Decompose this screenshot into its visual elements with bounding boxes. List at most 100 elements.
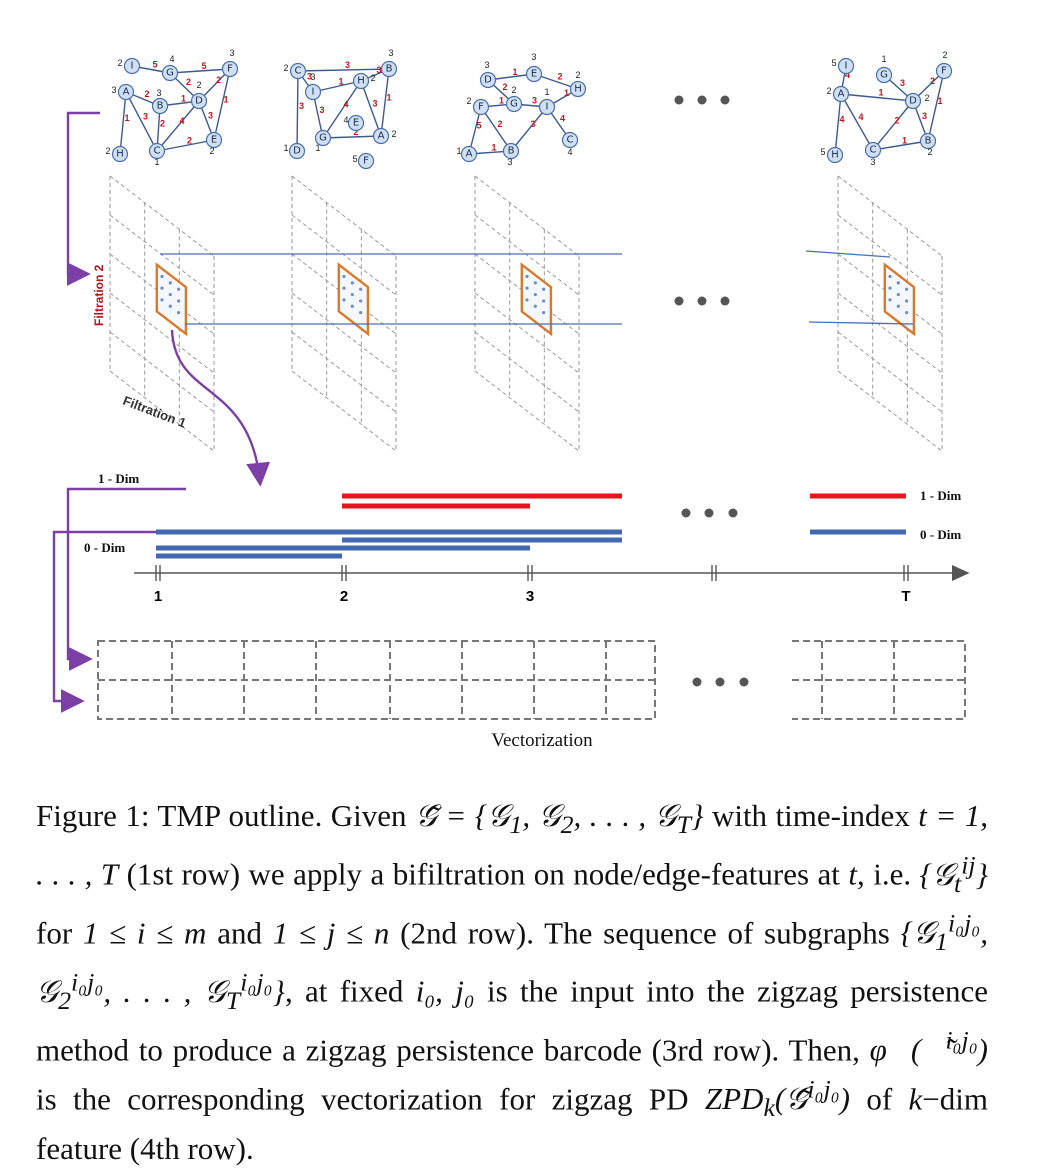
node-weight: 2 — [466, 96, 471, 106]
edge-weight: 1 — [499, 96, 504, 106]
arrow-dim0-to-vector — [52, 530, 160, 713]
edge-weight: 5 — [201, 61, 206, 71]
graph-node: H — [111, 145, 129, 163]
graph-edge — [380, 68, 390, 137]
edge-weight: 2 — [930, 76, 935, 86]
edge-weight: 1 — [902, 136, 907, 146]
svg-text:E: E — [211, 135, 217, 146]
bifiltration-grid — [109, 175, 215, 452]
selected-subgraph-cell — [155, 262, 188, 337]
node-weight: 2 — [283, 63, 288, 73]
svg-text:B: B — [925, 136, 932, 147]
node-weight: 5 — [831, 58, 836, 68]
svg-text:G: G — [319, 133, 327, 144]
dim0-label-left: 0 - Dim — [84, 540, 125, 555]
edge-weight: 3 — [372, 99, 377, 109]
node-weight: 2 — [117, 58, 122, 68]
filtration-1-label: Filtration 1 — [121, 393, 188, 431]
bifiltration-grid — [837, 175, 943, 452]
graph-edge — [156, 139, 215, 152]
graph-node: E — [347, 114, 365, 132]
node-weight: 3 — [484, 60, 489, 70]
bifiltration-grids — [109, 175, 943, 452]
graph-edge — [156, 100, 200, 152]
edge-weight: 5 — [152, 60, 157, 70]
graph-node: D — [904, 92, 922, 110]
node-weight: 3 — [156, 88, 161, 98]
svg-text:H: H — [574, 84, 582, 95]
barcode-bars — [156, 493, 906, 559]
arrow-graph-to-grid — [66, 111, 100, 286]
ellipsis-row3 — [681, 508, 738, 518]
node-weight: 1 — [881, 54, 886, 64]
graph-edge — [840, 93, 914, 102]
edge-weight: 3 — [143, 112, 148, 122]
bifiltration-grid — [474, 175, 580, 452]
svg-text:D: D — [909, 96, 917, 107]
edge-weight: 3 — [319, 105, 324, 115]
svg-text:I: I — [131, 61, 134, 72]
graph-edge — [510, 106, 548, 152]
ellipsis-row1 — [674, 95, 730, 105]
svg-text:G: G — [166, 68, 174, 79]
node-weight: 3 — [870, 157, 875, 167]
svg-text:B: B — [386, 64, 393, 75]
edge-weight: 2 — [497, 119, 502, 129]
bifiltration-grid — [291, 175, 397, 452]
edge-weight: 1 — [564, 88, 569, 98]
graph-node: H — [569, 80, 587, 98]
edge-weight: 4 — [839, 115, 844, 125]
graph-node: H — [826, 146, 844, 164]
node-weight: 4 — [567, 147, 572, 157]
svg-text:D: D — [484, 75, 492, 86]
edge-weight: 3 — [530, 119, 535, 129]
graph-node: I — [538, 98, 556, 116]
graph-edge — [312, 80, 362, 93]
graph-edge — [834, 93, 842, 156]
graph-edge — [872, 140, 929, 151]
ellipsis-row2 — [674, 296, 730, 306]
edge-weight: 5 — [476, 121, 481, 131]
svg-text:C: C — [154, 146, 161, 157]
node-weight: 2 — [196, 80, 201, 90]
edge-weight: 2 — [502, 82, 507, 92]
svg-text:E: E — [353, 118, 359, 129]
graph-node: C — [289, 62, 307, 80]
graph-node: D — [190, 92, 208, 110]
node-weight: 2 — [105, 146, 110, 156]
node-weight: 2 — [370, 73, 375, 83]
svg-text:G: G — [880, 70, 888, 81]
node-weight: 2 — [391, 129, 396, 139]
edge-weight: 2 — [187, 136, 192, 146]
graph-edge — [322, 80, 362, 139]
svg-text:C: C — [870, 145, 877, 156]
tick-label-2: 2 — [340, 588, 348, 605]
svg-text:F: F — [363, 156, 369, 167]
edge-weight: 3 — [922, 111, 927, 121]
edge-weight: 1 — [386, 93, 391, 103]
graph-node: G — [314, 129, 332, 147]
selected-subgraph-cell — [337, 262, 370, 337]
svg-text:H: H — [357, 76, 365, 87]
graph-edge — [360, 80, 382, 137]
graph-node: C — [148, 142, 166, 160]
graph-node: F — [357, 152, 375, 170]
edge-weight: 2 — [186, 77, 191, 87]
ellipsis-row4 — [692, 677, 749, 687]
node-weight: 4 — [343, 115, 348, 125]
vectorization-grid-left — [97, 640, 656, 720]
graph-node: C — [864, 141, 882, 159]
graph-node: A — [117, 83, 135, 101]
edge-weight: 1 — [223, 95, 228, 105]
edge-weight: 3 — [208, 111, 213, 121]
selected-subgraph-cell — [883, 262, 916, 337]
edge-weight: 1 — [878, 88, 883, 98]
edge-weight: 2 — [894, 116, 899, 126]
svg-text:F: F — [478, 102, 484, 113]
node-weight: 3 — [388, 48, 393, 58]
node-weight: 1 — [544, 87, 549, 97]
graph-edge — [480, 106, 512, 152]
